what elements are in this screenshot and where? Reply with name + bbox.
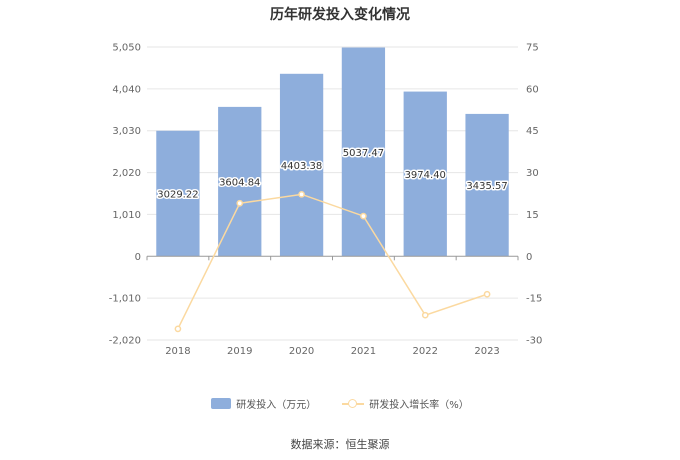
bar-value-label-halo: 3604.84 (219, 178, 260, 189)
growth-rate-line (177, 193, 488, 330)
legend: 研发投入（万元） 研发投入增长率（%） (0, 396, 680, 411)
y-left-tick-label: 1,010 (112, 210, 141, 221)
bar-value-label-halo: 5037.47 (343, 148, 384, 159)
bar-value-label-halo: 3974.40 (405, 170, 446, 181)
bar-value-label: 5037.47 (343, 148, 384, 159)
legend-bar-swatch (211, 398, 232, 409)
bar (403, 91, 447, 257)
x-tick-label: 2018 (165, 346, 190, 357)
legend-line-label: 研发投入增长率（%） (369, 400, 469, 411)
bar (279, 73, 324, 257)
legend-item-line[interactable]: 研发投入增长率（%） (342, 396, 469, 411)
bar (156, 130, 200, 257)
y-left-tick-label: 4,040 (112, 84, 141, 95)
y-left-tick-label: -2,020 (109, 336, 141, 347)
bar-value-label: 3029.22 (157, 190, 198, 201)
line-layer (174, 190, 491, 333)
y-right-tick-label: 45 (526, 126, 539, 137)
axis-layer: -2,020 -30 -1,010 -15 0 0 1,010 15 2,020 30 3,030 4… (109, 43, 543, 358)
legend-item-bar[interactable]: 研发投入（万元） (211, 396, 316, 411)
label-layer: 3029.223029.223604.843604.844403.384403.… (156, 146, 510, 202)
bar-value-label-halo: 4403.38 (281, 161, 322, 172)
y-left-tick-label: 3,030 (112, 126, 141, 137)
y-left-tick-label: 5,050 (112, 43, 141, 54)
legend-bar-label: 研发投入（万元） (236, 400, 317, 411)
bar-layer (156, 47, 509, 257)
growth-rate-point (174, 325, 182, 333)
y-right-tick-label: 15 (526, 210, 539, 221)
y-right-tick-label: 0 (526, 252, 532, 263)
data-source: 数据来源：恒生聚源 (290, 438, 390, 451)
y-right-tick-label: 60 (526, 84, 539, 95)
x-tick-label: 2020 (289, 346, 314, 357)
growth-rate-point (360, 212, 367, 220)
y-right-tick-label: -15 (526, 294, 542, 305)
y-right-tick-label: 75 (526, 43, 539, 54)
bar (465, 113, 509, 257)
growth-rate-point (421, 311, 429, 319)
y-left-tick-label: -1,010 (109, 294, 141, 305)
bar-value-label-halo: 3029.22 (157, 190, 198, 201)
x-tick-label: 2022 (413, 346, 438, 357)
bar-value-label: 3604.84 (219, 178, 260, 189)
bar-value-label: 3974.40 (405, 170, 446, 181)
y-left-tick-label: 2,020 (112, 168, 141, 179)
bar-value-label: 3435.57 (466, 181, 507, 192)
y-right-tick-label: 30 (526, 168, 539, 179)
legend-line-swatch (342, 398, 365, 410)
x-tick-label: 2019 (227, 346, 252, 357)
growth-rate-point (483, 290, 491, 298)
growth-rate-point (298, 190, 305, 198)
y-right-tick-label: -30 (526, 336, 542, 347)
bar-value-label-halo: 3435.57 (466, 181, 507, 192)
y-left-tick-label: 0 (135, 252, 141, 263)
bar (341, 47, 386, 257)
grid-layer (147, 46, 518, 341)
x-tick-label: 2021 (351, 346, 376, 357)
x-tick-label: 2023 (474, 346, 499, 357)
bar-value-label: 4403.38 (281, 161, 322, 172)
growth-rate-point (236, 199, 244, 207)
chart-title: 历年研发投入变化情况 (270, 7, 410, 23)
